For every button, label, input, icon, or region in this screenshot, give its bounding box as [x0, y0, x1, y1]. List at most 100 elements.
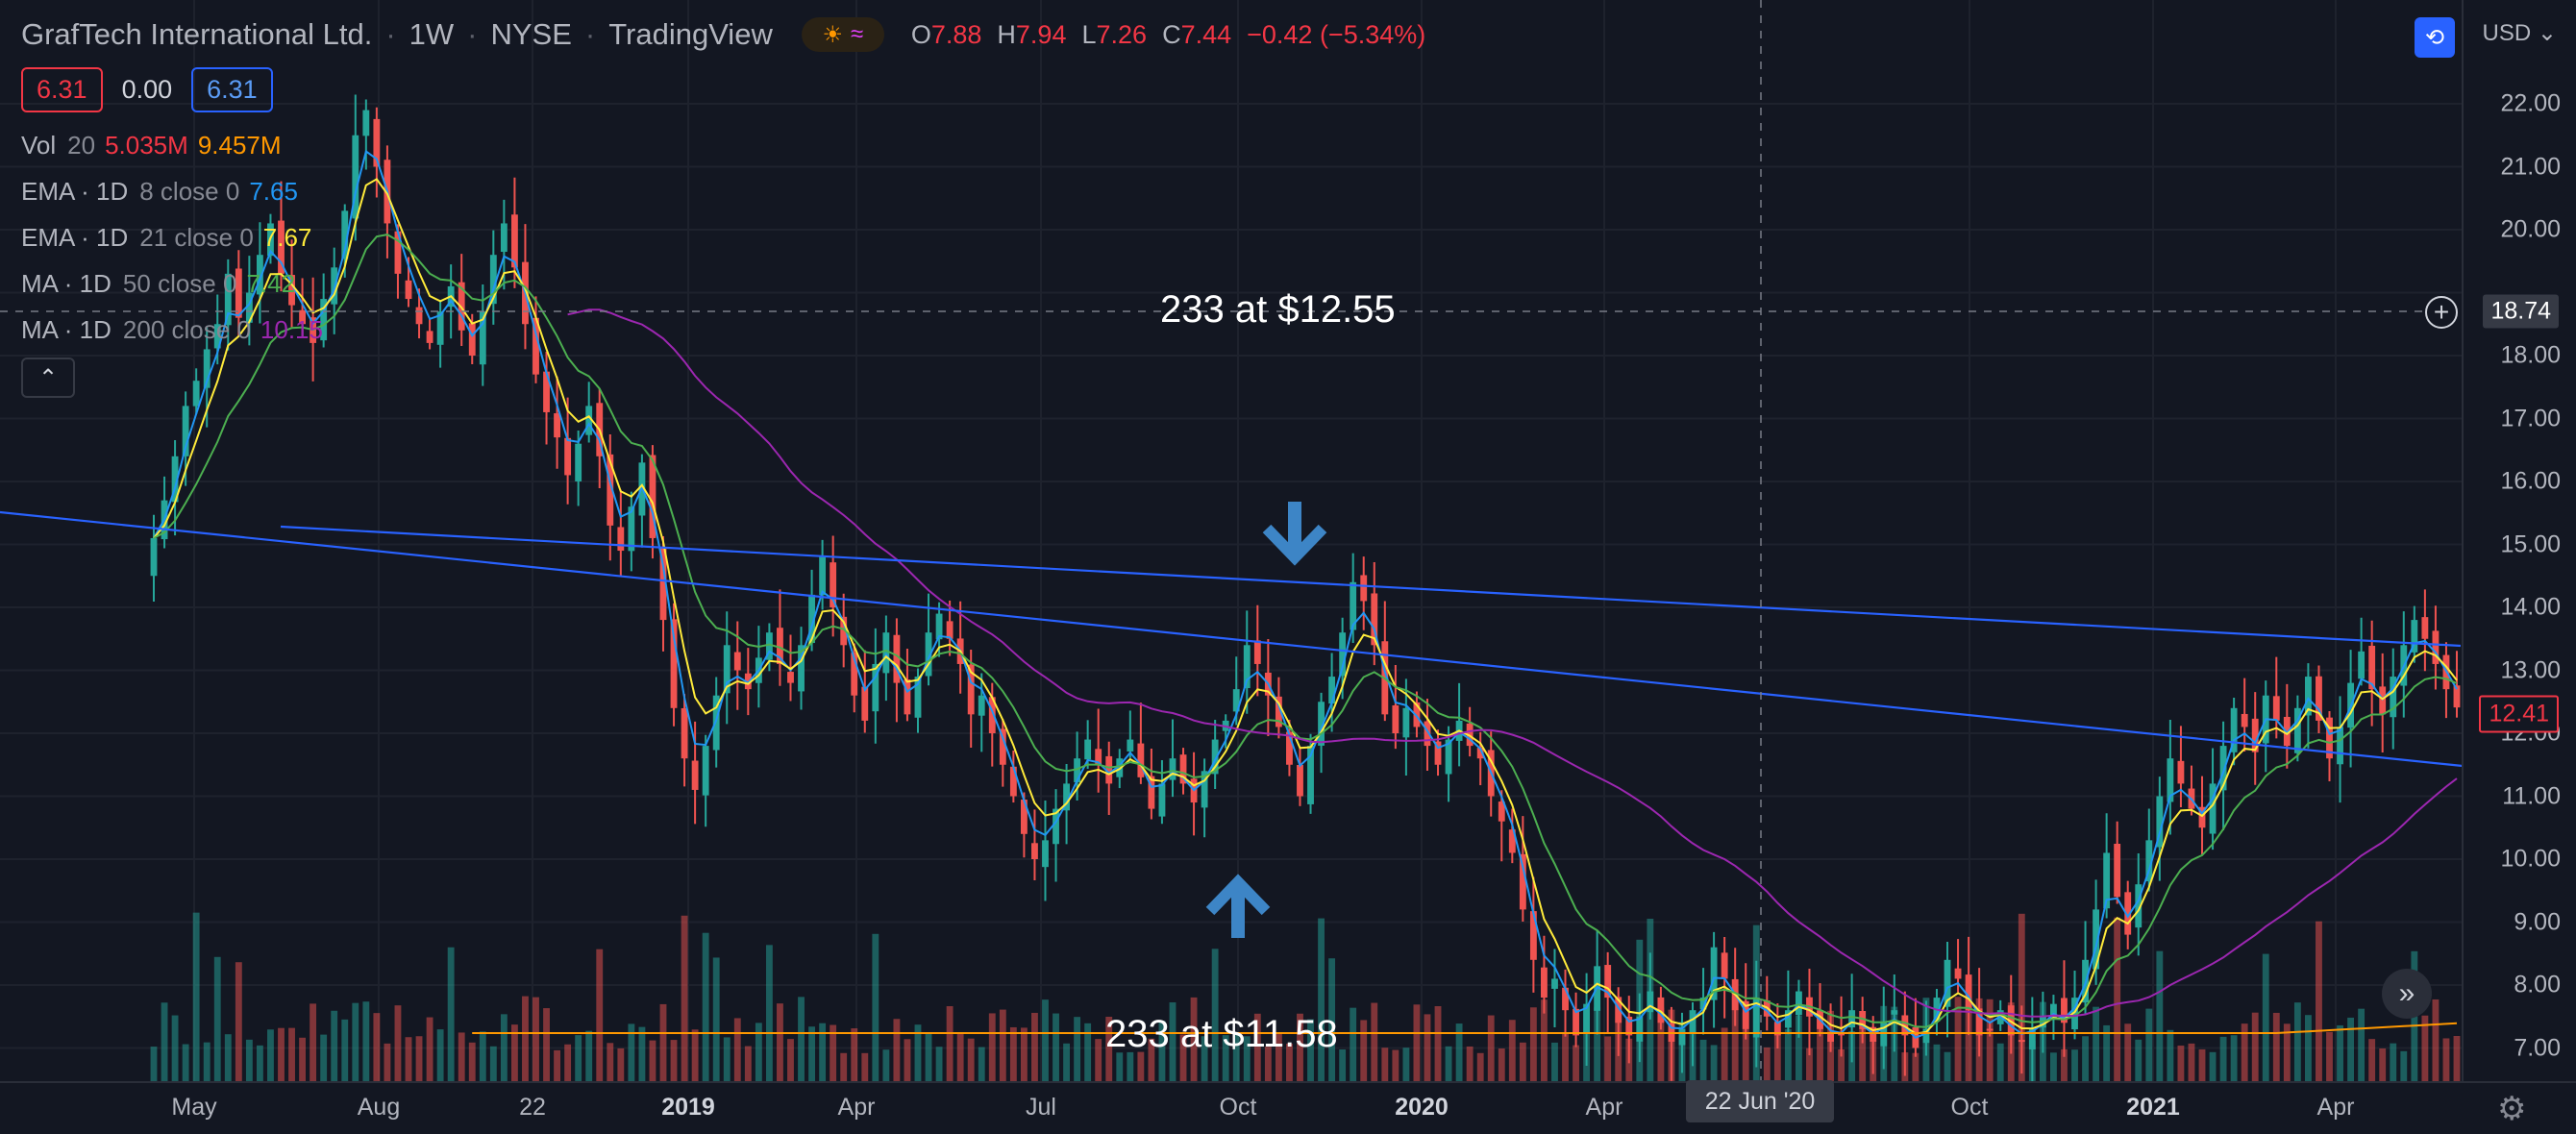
volume-bar [1541, 999, 1548, 1082]
volume-bar [2241, 1023, 2248, 1082]
volume-bar [458, 1032, 465, 1082]
crosshair [0, 0, 2461, 1082]
candle-body [1042, 840, 1049, 868]
volume-bar [522, 996, 529, 1082]
candle-body [394, 231, 402, 274]
volume-bar [415, 1036, 423, 1082]
currency-selector[interactable]: USD ⌄ [2482, 20, 2557, 46]
time-tick-label: May [171, 1094, 217, 1121]
ema8-line [153, 149, 2458, 1039]
candle-body [2135, 884, 2143, 928]
volume-bar [1105, 1016, 1113, 1082]
candle-body [2390, 677, 2397, 718]
candle-body [808, 594, 815, 644]
ma200-line [567, 308, 2458, 1018]
annotation-top: 233 at $12.55 [1160, 288, 1396, 331]
sync-icon[interactable]: ⟲ [2415, 17, 2455, 58]
volume-bar [649, 1040, 656, 1082]
candle-body [1519, 853, 1526, 910]
volume-bar [1360, 1020, 1368, 1082]
volume-bar [733, 1018, 741, 1082]
legend-row[interactable]: EMA · 1D 21 close 0 7.67 [21, 223, 311, 253]
legend-params: 21 close 0 [139, 223, 254, 252]
volume-bar [1965, 1004, 1972, 1082]
volume-bar [1179, 1034, 1187, 1082]
candle-body [1253, 640, 1261, 664]
candle-body [1137, 743, 1145, 777]
volume-bar [2283, 1023, 2291, 1082]
volume-bar [893, 1019, 901, 1082]
candle-body [2177, 760, 2185, 784]
volume-bar [2167, 1029, 2174, 1082]
legend-row[interactable]: Vol 20 5.035M 9.457M [21, 131, 282, 160]
volume-bar [1498, 1048, 1505, 1082]
candle-body [1965, 974, 1972, 1011]
volume-bar [670, 1040, 678, 1082]
interval-label[interactable]: 1W [409, 17, 455, 51]
candle-body [1551, 978, 1558, 989]
legend-row[interactable]: EMA · 1D 8 close 0 7.65 [21, 177, 298, 207]
volume-bar [1944, 1051, 1951, 1082]
candle-body [607, 454, 614, 526]
candle-body [1986, 1028, 1994, 1031]
candle-body [299, 309, 307, 325]
candle-body [2007, 1005, 2015, 1036]
volume-bar [2103, 1024, 2111, 1082]
volume-bar [1954, 997, 1962, 1082]
candle-body [1827, 1033, 1834, 1042]
legend-row[interactable]: MA · 1D 200 close 0 10.15 [21, 315, 323, 345]
volume-bar [777, 1003, 783, 1082]
volume-bar [510, 1024, 518, 1082]
candle-body [1328, 677, 1336, 704]
scroll-to-realtime-icon[interactable]: » [2382, 969, 2432, 1019]
legend-row[interactable]: MA · 1D 50 close 0 7.42 [21, 269, 295, 299]
candle-body [1742, 1000, 1749, 1029]
volume-bar [1063, 1043, 1070, 1082]
candle-body [617, 527, 625, 552]
legend-params: 50 close 0 [122, 269, 237, 298]
candle-body [1541, 967, 1548, 998]
symbol-name[interactable]: GrafTech International Ltd. [21, 17, 373, 51]
volume-bar [1297, 1013, 1303, 1082]
collapse-legend-button[interactable]: ⌃ [21, 357, 75, 398]
candle-body [1784, 1010, 1792, 1028]
candle-body [670, 619, 678, 708]
legend-value: 9.457M [197, 131, 282, 160]
candle-body [1318, 702, 1325, 746]
volume-bar [2124, 1023, 2132, 1082]
legend-value: 7.67 [262, 223, 312, 252]
volume-bar [245, 1039, 253, 1082]
volume-bar [861, 1052, 869, 1082]
volume-bar [1573, 1045, 1579, 1082]
price-tick-label: 16.00 [2500, 467, 2561, 495]
candle-body [1944, 959, 1951, 1007]
volume-bar [2453, 1035, 2461, 1082]
legend-value: 10.15 [260, 315, 323, 344]
candle-body [2316, 676, 2322, 721]
time-tick-label: Apr [2316, 1094, 2355, 1121]
sell-price-box[interactable]: 6.31 [21, 67, 103, 112]
candle-body [861, 686, 869, 721]
volume-bar [1243, 1036, 1251, 1082]
add-alert-icon[interactable]: + [2425, 296, 2458, 329]
volume-bar [1222, 1035, 1229, 1082]
time-tick-label: 2019 [661, 1094, 715, 1121]
settings-gear-icon[interactable]: ⚙ [2497, 1091, 2527, 1127]
volume-bar [1009, 1026, 1017, 1082]
time-tick-label: Apr [837, 1094, 876, 1121]
volume-bar [1487, 1015, 1495, 1082]
volume-bar [2188, 1043, 2195, 1082]
market-status-icon[interactable]: ☀ ≈ [801, 17, 884, 52]
buy-price-box[interactable]: 6.31 [191, 67, 273, 112]
candle-body [1562, 987, 1569, 1011]
volume-bar [1784, 1028, 1792, 1082]
candle-body [1095, 749, 1102, 765]
volume-bar [1318, 918, 1325, 1082]
candle-body [1201, 771, 1208, 808]
candle-body [1232, 689, 1240, 712]
time-tick-label: 2021 [2126, 1094, 2180, 1121]
volume-bar [1339, 1049, 1347, 1082]
volume-bar [681, 915, 688, 1082]
candle-body [479, 311, 486, 365]
